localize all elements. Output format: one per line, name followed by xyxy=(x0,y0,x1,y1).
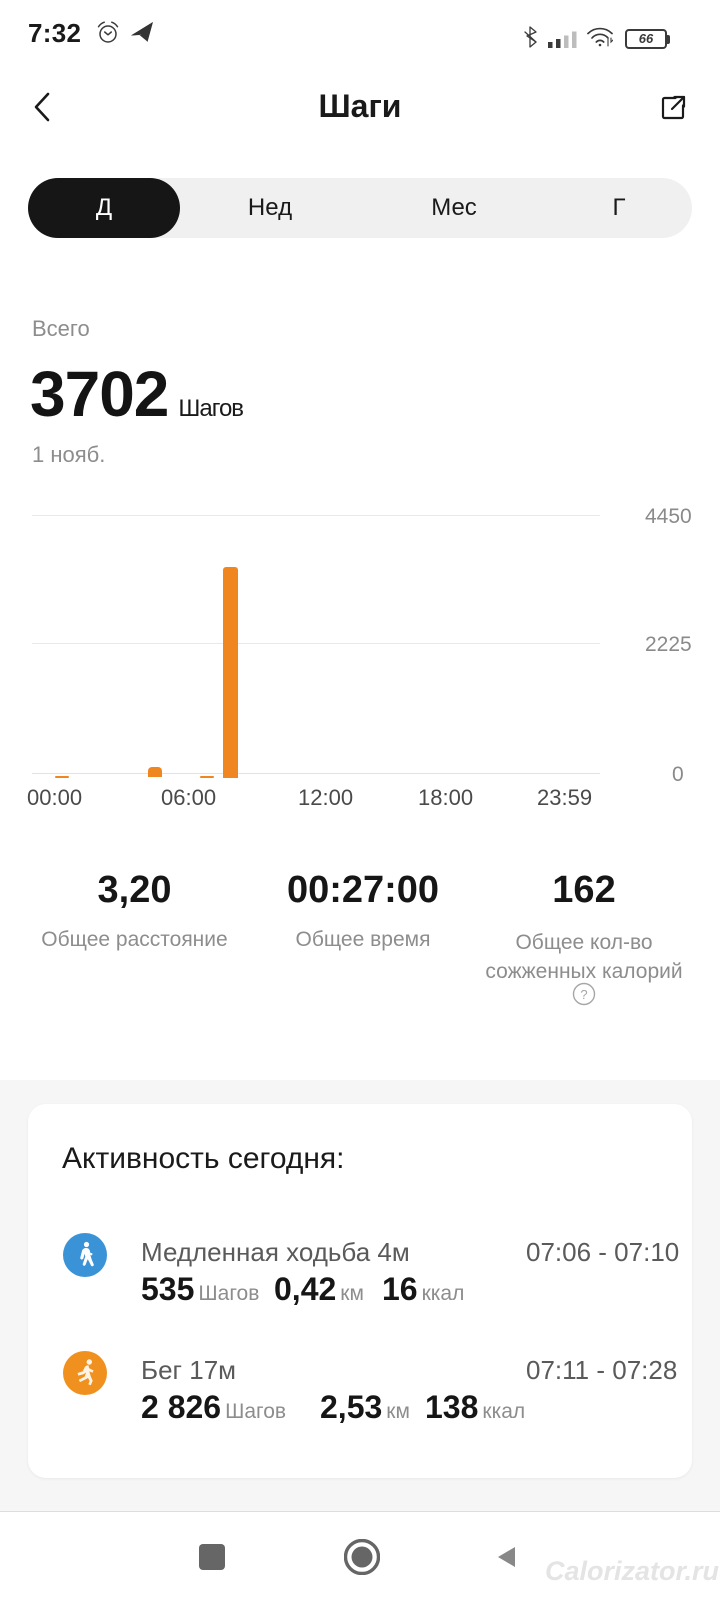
svg-text:66: 66 xyxy=(639,32,654,46)
svg-text:?: ? xyxy=(580,987,587,1002)
